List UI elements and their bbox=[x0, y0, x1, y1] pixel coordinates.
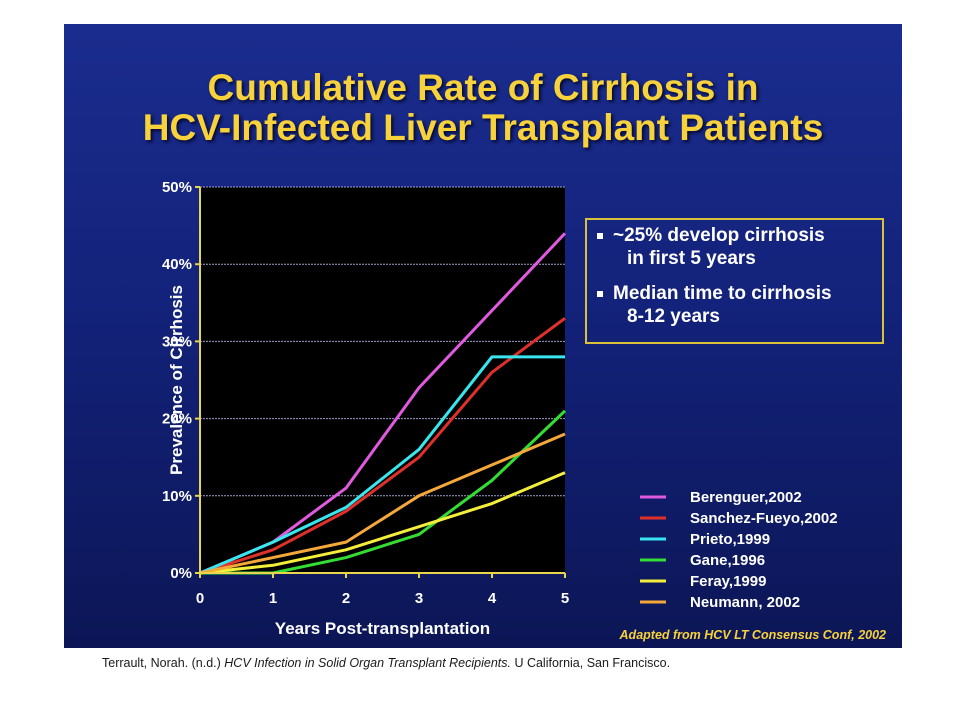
x-tick-label: 4 bbox=[488, 590, 497, 607]
series-line bbox=[199, 432, 566, 575]
series-line bbox=[199, 471, 566, 575]
slide-title-line-1: Cumulative Rate of Cirrhosis in bbox=[207, 67, 759, 108]
legend-entry: Prieto,1999 bbox=[690, 531, 770, 548]
tick-labels: 0% 10% 20% 30% 40% 50% 0 1 2 3 4 5 bbox=[162, 179, 569, 607]
x-tick-label: 2 bbox=[342, 590, 350, 607]
callout-bullet-1: ~25% develop cirrhosis in first 5 years bbox=[597, 224, 876, 270]
x-axis-title: Years Post-transplantation bbox=[275, 619, 490, 638]
legend-entry: Feray,1999 bbox=[690, 573, 766, 590]
image-citation: Terrault, Norah. (n.d.) HCV Infection in… bbox=[102, 656, 670, 670]
x-tick-label: 0 bbox=[196, 590, 204, 607]
axes bbox=[195, 186, 566, 578]
square-bullet-icon bbox=[597, 233, 603, 239]
y-tick-label: 0% bbox=[170, 565, 192, 582]
y-tick-label: 20% bbox=[162, 411, 192, 428]
x-tick-label: 5 bbox=[561, 590, 569, 607]
grid-lines bbox=[200, 186, 565, 497]
callout-bullet-2-line-2: 8-12 years bbox=[627, 306, 720, 327]
plot-area bbox=[200, 187, 565, 573]
series-line bbox=[199, 317, 566, 575]
legend-entry: Sanchez-Fueyo,2002 bbox=[690, 510, 838, 527]
slide-title-line-2: HCV-Infected Liver Transplant Patients bbox=[142, 107, 824, 148]
y-tick-label: 10% bbox=[162, 488, 192, 505]
citation-title: HCV Infection in Solid Organ Transplant … bbox=[224, 656, 511, 670]
y-axis-title: Prevalence of Cirrhosis bbox=[167, 285, 186, 475]
cirrhosis-line-chart: 0% 10% 20% 30% 40% 50% 0 1 2 3 4 5 Prevalence of Ci… bbox=[162, 179, 838, 638]
summary-callout-box: ~25% develop cirrhosis in first 5 years … bbox=[585, 218, 884, 344]
callout-bullet-2-line-1: Median time to cirrhosis bbox=[613, 283, 832, 304]
callout-bullet-1-line-2: in first 5 years bbox=[627, 248, 756, 269]
citation-author: Terrault, Norah. (n.d.) bbox=[102, 656, 225, 670]
legend-entry: Berenguer,2002 bbox=[690, 489, 802, 506]
slide: Cumulative Rate of Cirrhosis in HCV-Infe… bbox=[64, 24, 902, 648]
legend-entry: Neumann, 2002 bbox=[690, 594, 800, 611]
callout-bullet-1-line-1: ~25% develop cirrhosis bbox=[613, 225, 825, 246]
citation-publisher: U California, San Francisco. bbox=[510, 656, 671, 670]
x-tick-label: 3 bbox=[415, 590, 423, 607]
callout-bullet-2: Median time to cirrhosis 8-12 years bbox=[597, 282, 876, 328]
legend: Berenguer,2002 Sanchez-Fueyo,2002 Prieto,1… bbox=[640, 489, 838, 611]
square-bullet-icon bbox=[597, 291, 603, 297]
legend-entry: Gane,1996 bbox=[690, 552, 765, 569]
x-tick-label: 1 bbox=[269, 590, 277, 607]
series-lines bbox=[199, 232, 567, 575]
y-tick-label: 50% bbox=[162, 179, 192, 196]
source-note: Adapted from HCV LT Consensus Conf, 2002 bbox=[619, 628, 886, 642]
series-line bbox=[199, 355, 565, 575]
y-tick-label: 30% bbox=[162, 333, 192, 350]
y-tick-label: 40% bbox=[162, 256, 192, 273]
